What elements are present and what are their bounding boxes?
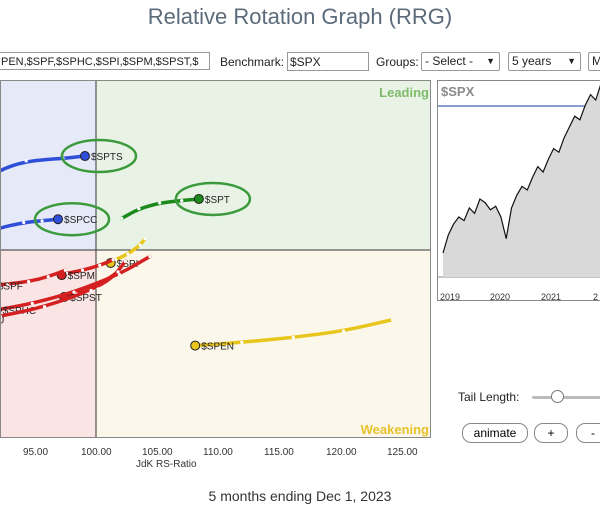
tail-point bbox=[137, 207, 141, 211]
quadrant-weakening bbox=[96, 250, 430, 437]
benchmark-input[interactable]: $SPX bbox=[287, 52, 369, 71]
benchmark-line bbox=[442, 84, 600, 254]
benchmark-symbol-label: $SPX bbox=[441, 84, 475, 99]
tail-label: $SPTS bbox=[91, 152, 123, 163]
tail-line bbox=[59, 257, 115, 277]
tail-point bbox=[341, 329, 346, 333]
tail-line bbox=[1, 270, 120, 318]
benchmark-x-tick: 2020 bbox=[490, 292, 510, 301]
x-tick-label: 110.00 bbox=[203, 447, 233, 458]
tail-point bbox=[89, 288, 93, 293]
period-caption: 5 months ending Dec 1, 2023 bbox=[208, 488, 392, 504]
tail-point bbox=[27, 279, 31, 284]
quadrant-lagging bbox=[1, 250, 96, 437]
benchmark-chart: $SPX 2019 2020 2021 2 bbox=[437, 80, 600, 301]
tail-length-label: Tail Length: bbox=[458, 390, 520, 404]
tail-point bbox=[111, 258, 115, 262]
benchmark-x-tick: 2 bbox=[593, 292, 598, 301]
tail-point bbox=[116, 270, 120, 274]
tail-point bbox=[120, 216, 124, 221]
x-tick-label: 100.00 bbox=[81, 447, 112, 458]
period-select-value: 5 years bbox=[512, 54, 552, 68]
toolbar: PEN,$SPF,$SPHC,$SPI,$SPM,$SPST,$ Benchma… bbox=[0, 50, 600, 74]
tail-head bbox=[190, 340, 201, 351]
x-tick-label: 120.00 bbox=[326, 447, 357, 458]
tail-point bbox=[6, 282, 10, 286]
tail-point bbox=[24, 159, 28, 163]
tail-point bbox=[46, 275, 50, 279]
tail-point bbox=[390, 318, 395, 322]
tail-line bbox=[1, 217, 60, 230]
tail-point bbox=[40, 219, 44, 223]
tail-label: $SPU bbox=[1, 316, 4, 327]
tail-label: $SPCC bbox=[64, 215, 97, 226]
animate-button[interactable]: animate bbox=[462, 423, 528, 443]
symbols-input[interactable]: PEN,$SPF,$SPHC,$SPI,$SPM,$SPST,$ bbox=[0, 52, 210, 70]
tail-head bbox=[193, 193, 204, 204]
tail-point bbox=[126, 252, 130, 256]
tail-label: $SPM bbox=[68, 271, 95, 282]
tail-line bbox=[193, 317, 395, 348]
extra-select[interactable]: M bbox=[588, 52, 600, 71]
groups-label: Groups: bbox=[376, 55, 419, 69]
tail-length-slider[interactable] bbox=[532, 390, 600, 403]
quadrant-label-weakening: Weakening bbox=[361, 422, 429, 437]
tail-point bbox=[123, 259, 127, 263]
tail-point bbox=[180, 198, 184, 203]
tail-point bbox=[42, 305, 47, 309]
page-title: Relative Rotation Graph (RRG) bbox=[147, 4, 453, 29]
benchmark-area bbox=[443, 86, 600, 277]
tail-point bbox=[158, 201, 162, 205]
highlight-ring bbox=[174, 181, 252, 217]
tail-point bbox=[1, 314, 3, 318]
x-tick-label: 115.00 bbox=[264, 447, 294, 458]
tail-point bbox=[80, 268, 85, 272]
tail-point bbox=[291, 335, 295, 340]
tail-point bbox=[148, 254, 152, 259]
chevron-down-icon: ▼ bbox=[567, 56, 576, 66]
plus-button[interactable]: + bbox=[534, 423, 568, 443]
tail-label: $SPF bbox=[1, 282, 23, 293]
tail-label: $SPI bbox=[117, 259, 139, 270]
tail-point bbox=[72, 290, 76, 294]
highlight-ring bbox=[33, 201, 111, 237]
tail-line bbox=[108, 236, 147, 265]
tail-point bbox=[22, 220, 26, 225]
tail-point bbox=[143, 237, 147, 241]
slider-thumb[interactable] bbox=[551, 390, 565, 403]
x-tick-label: 105.00 bbox=[142, 447, 173, 458]
tail-point bbox=[240, 340, 244, 344]
x-tick-label: 125.00 bbox=[387, 447, 418, 458]
chevron-down-icon: ▼ bbox=[486, 56, 495, 66]
tail-line bbox=[1, 254, 152, 311]
tail-line bbox=[1, 154, 87, 173]
benchmark-label: Benchmark: bbox=[220, 55, 285, 69]
period-select[interactable]: 5 years ▼ bbox=[508, 52, 581, 71]
tail-label: $SPT bbox=[205, 195, 230, 206]
tail-point bbox=[138, 243, 142, 247]
x-tick-label: 95.00 bbox=[23, 447, 49, 458]
groups-select-value: - Select - bbox=[425, 54, 474, 68]
tail-point bbox=[98, 263, 102, 267]
minus-button[interactable]: - bbox=[576, 423, 600, 443]
benchmark-plot: $SPX 2019 2020 2021 2 bbox=[438, 84, 600, 301]
tail-head bbox=[53, 214, 64, 225]
quadrant-leading bbox=[96, 81, 430, 250]
tail-line bbox=[119, 197, 201, 221]
highlight-ring bbox=[60, 138, 138, 174]
groups-select[interactable]: - Select - ▼ bbox=[421, 52, 500, 71]
rrg-chart[interactable]: Leading Weakening $SPTS $SPCC $SPT $SPI $SPE… bbox=[0, 80, 431, 438]
tail-head bbox=[79, 151, 90, 162]
extra-select-value: M bbox=[592, 54, 600, 68]
quadrant-label-leading: Leading bbox=[379, 85, 429, 100]
tail-line bbox=[1, 268, 68, 287]
benchmark-x-tick: 2021 bbox=[541, 292, 561, 301]
tail-label: $SPEN bbox=[201, 342, 234, 353]
tail-point bbox=[30, 301, 34, 306]
benchmark-x-tick: 2019 bbox=[440, 292, 460, 301]
tail-label: $SPST bbox=[70, 293, 102, 304]
tail-point bbox=[63, 268, 67, 272]
x-axis-label: JdK RS-Ratio bbox=[136, 459, 197, 470]
rrg-plot: Leading Weakening $SPTS $SPCC $SPT $SPI $SPE… bbox=[1, 81, 430, 437]
